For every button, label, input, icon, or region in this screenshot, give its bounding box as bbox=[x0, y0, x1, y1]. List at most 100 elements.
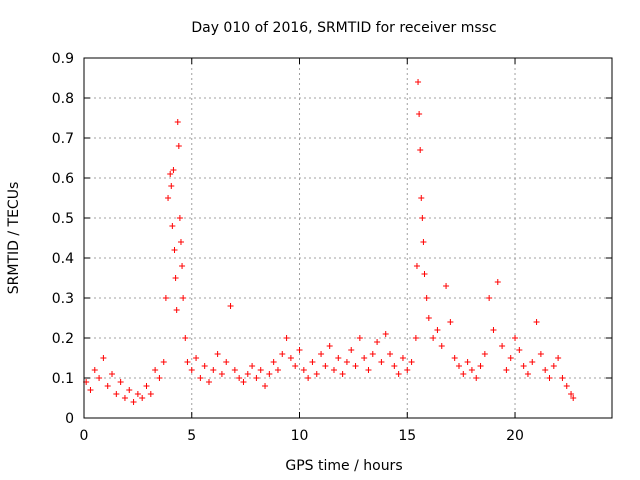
data-point bbox=[568, 391, 575, 397]
data-point bbox=[412, 335, 419, 341]
data-point bbox=[262, 383, 269, 389]
data-point bbox=[175, 143, 182, 149]
data-point bbox=[507, 355, 514, 361]
data-point bbox=[156, 375, 163, 381]
data-point bbox=[160, 359, 167, 365]
data-point bbox=[104, 383, 111, 389]
data-point bbox=[87, 387, 94, 393]
data-point bbox=[330, 367, 337, 373]
y-tick-label: 0.6 bbox=[52, 171, 74, 187]
data-point bbox=[165, 195, 172, 201]
data-point bbox=[365, 367, 372, 373]
data-point bbox=[494, 279, 501, 285]
data-point bbox=[520, 363, 527, 369]
data-point bbox=[473, 375, 480, 381]
data-point bbox=[318, 351, 325, 357]
data-point bbox=[287, 355, 294, 361]
data-point bbox=[356, 335, 363, 341]
plot-frame bbox=[83, 57, 613, 419]
data-point bbox=[139, 395, 146, 401]
y-tick-label: 0.2 bbox=[52, 331, 74, 347]
y-tick-label: 0.5 bbox=[52, 211, 74, 227]
y-tick-label: 0.9 bbox=[52, 51, 74, 67]
data-point bbox=[374, 339, 381, 345]
data-point bbox=[172, 275, 179, 281]
data-point bbox=[455, 363, 462, 369]
data-point bbox=[309, 359, 316, 365]
y-axis-label: SRMTID / TECUs bbox=[6, 182, 22, 295]
data-point bbox=[369, 351, 376, 357]
data-point bbox=[490, 327, 497, 333]
axis-ticks: 0 0.1 0.2 0.3 0.4 0.5 0.6 0.7 0.8 0.9 0 5 10 15 20 bbox=[52, 51, 612, 444]
data-point bbox=[550, 363, 557, 369]
y-tick-label: 0.1 bbox=[52, 371, 74, 387]
data-point bbox=[399, 355, 406, 361]
data-point bbox=[170, 167, 177, 173]
data-point bbox=[499, 343, 506, 349]
data-point bbox=[447, 319, 454, 325]
data-point bbox=[180, 295, 187, 301]
data-point bbox=[335, 355, 342, 361]
data-point bbox=[169, 223, 176, 229]
data-point bbox=[205, 379, 212, 385]
data-point bbox=[257, 367, 264, 373]
y-tick-label: 0 bbox=[65, 411, 74, 427]
data-point bbox=[279, 351, 286, 357]
data-point bbox=[443, 283, 450, 289]
data-point bbox=[227, 303, 234, 309]
data-point bbox=[283, 335, 290, 341]
y-tick-label: 0.4 bbox=[52, 251, 74, 267]
data-point bbox=[464, 359, 471, 365]
data-point bbox=[240, 379, 247, 385]
data-point bbox=[171, 247, 178, 253]
data-point bbox=[413, 263, 420, 269]
data-point bbox=[126, 387, 133, 393]
data-point bbox=[404, 367, 411, 373]
data-point bbox=[382, 331, 389, 337]
data-point bbox=[395, 371, 402, 377]
data-points bbox=[83, 79, 577, 405]
data-point bbox=[223, 359, 230, 365]
data-point bbox=[193, 355, 200, 361]
data-point bbox=[477, 363, 484, 369]
data-point bbox=[559, 375, 566, 381]
data-point bbox=[152, 367, 159, 373]
data-point bbox=[481, 351, 488, 357]
data-point bbox=[326, 343, 333, 349]
data-point bbox=[542, 367, 549, 373]
data-point bbox=[570, 395, 577, 401]
data-point bbox=[184, 359, 191, 365]
data-point bbox=[100, 355, 107, 361]
data-point bbox=[210, 367, 217, 373]
data-point bbox=[244, 371, 251, 377]
data-point bbox=[292, 363, 299, 369]
data-point bbox=[253, 375, 260, 381]
data-point bbox=[460, 371, 467, 377]
data-point bbox=[533, 319, 540, 325]
data-point bbox=[322, 363, 329, 369]
data-point bbox=[167, 171, 174, 177]
data-point bbox=[503, 367, 510, 373]
data-point bbox=[387, 351, 394, 357]
data-point bbox=[176, 215, 183, 221]
data-point bbox=[563, 383, 570, 389]
data-point bbox=[408, 359, 415, 365]
y-tick-label: 0.8 bbox=[52, 91, 74, 107]
data-point bbox=[162, 295, 169, 301]
data-point bbox=[416, 111, 423, 117]
data-point bbox=[168, 183, 175, 189]
data-point bbox=[352, 363, 359, 369]
data-point bbox=[130, 399, 137, 405]
data-point bbox=[305, 375, 312, 381]
data-point bbox=[91, 367, 98, 373]
data-point bbox=[339, 371, 346, 377]
data-point bbox=[391, 363, 398, 369]
data-point bbox=[434, 327, 441, 333]
data-point bbox=[468, 367, 475, 373]
x-tick-label: 10 bbox=[291, 428, 309, 444]
y-tick-label: 0.7 bbox=[52, 131, 74, 147]
data-point bbox=[266, 371, 273, 377]
data-point bbox=[296, 347, 303, 353]
data-point bbox=[179, 263, 186, 269]
